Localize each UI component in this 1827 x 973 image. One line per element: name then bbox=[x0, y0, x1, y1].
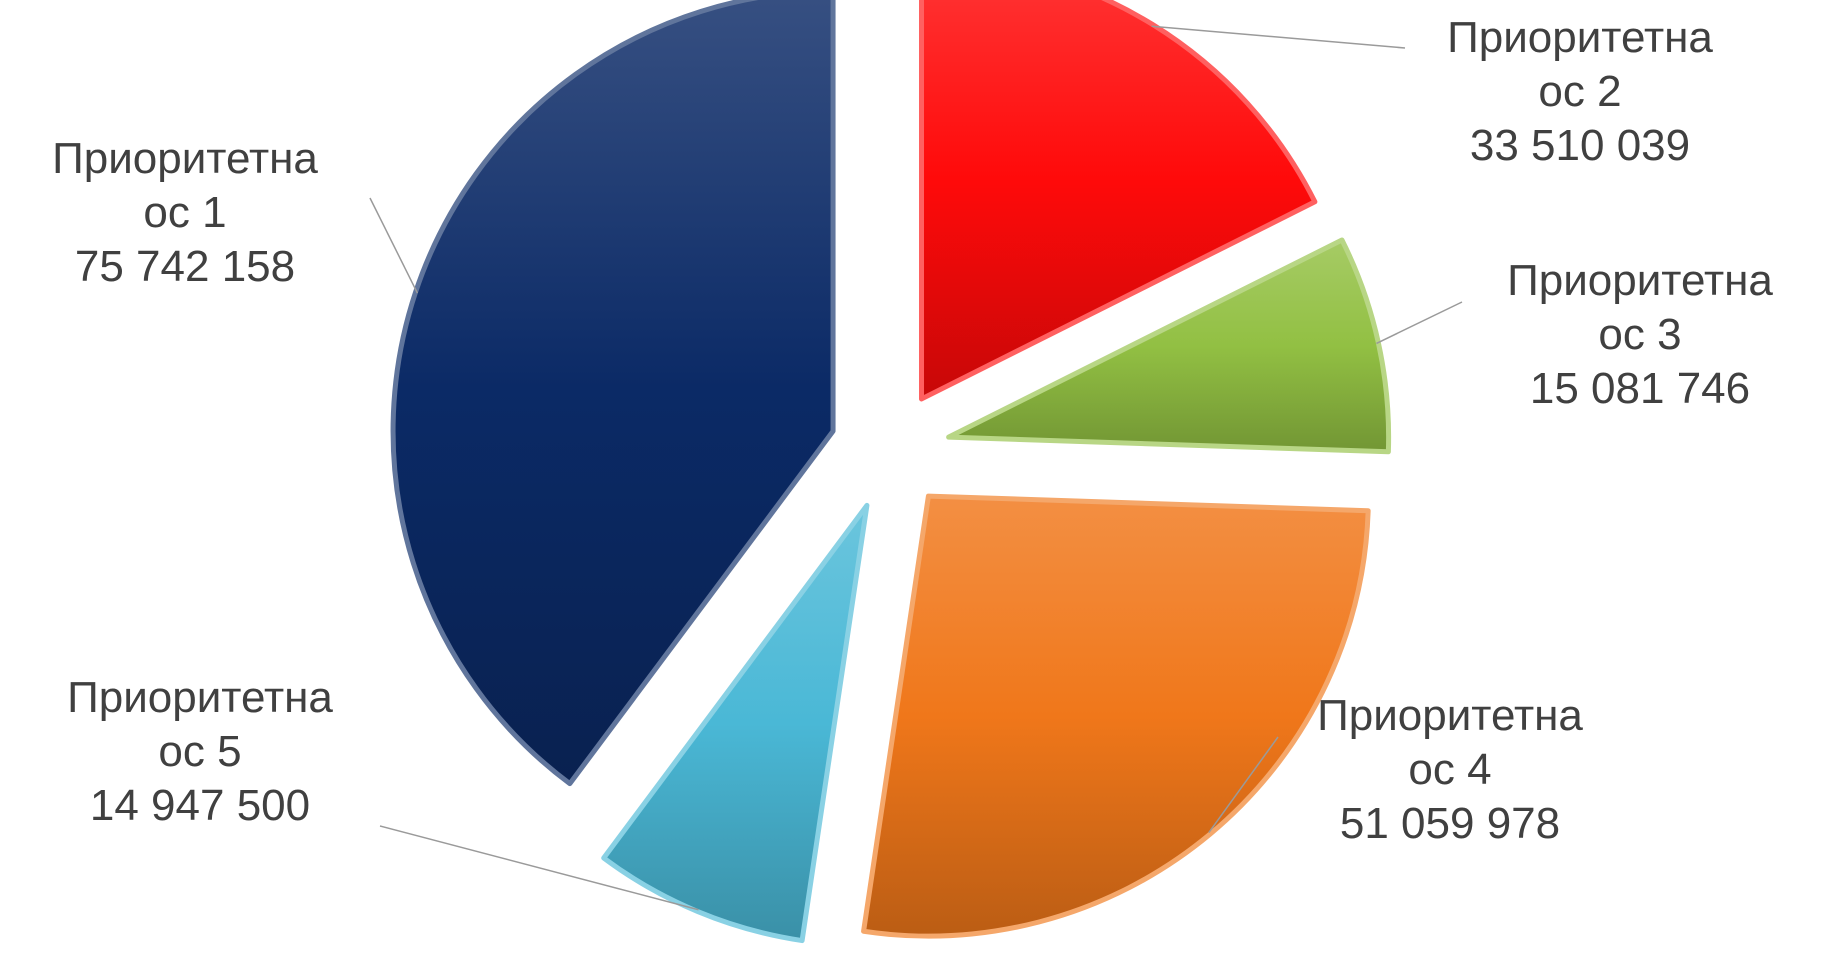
data-label-5: Приоритетна ос 1 75 742 158 bbox=[52, 134, 318, 291]
pie-slice-4 bbox=[601, 502, 870, 944]
pie-slice-3 bbox=[861, 493, 1371, 939]
data-labels: Приоритетна ос 2 33 510 039 Приоритетна ос 3… bbox=[52, 13, 1773, 848]
leader-line-3 bbox=[1208, 736, 1279, 833]
data-label-3: Приоритетна ос 4 51 059 978 bbox=[1317, 691, 1583, 848]
pie-slice-5 bbox=[390, 0, 836, 787]
data-label-4: Приоритетна ос 5 14 947 500 bbox=[67, 673, 333, 830]
data-label-1: Приоритетна ос 2 33 510 039 bbox=[1447, 13, 1713, 170]
pie-slice-1 bbox=[919, 0, 1318, 402]
leader-line-2 bbox=[1376, 301, 1463, 345]
leader-line-5 bbox=[369, 197, 419, 294]
leader-line-4 bbox=[379, 825, 699, 911]
pie-slices bbox=[390, 0, 1392, 944]
label-leader-lines bbox=[369, 25, 1463, 911]
leader-line-1 bbox=[1151, 25, 1406, 49]
data-label-2: Приоритетна ос 3 15 081 746 bbox=[1507, 256, 1773, 413]
